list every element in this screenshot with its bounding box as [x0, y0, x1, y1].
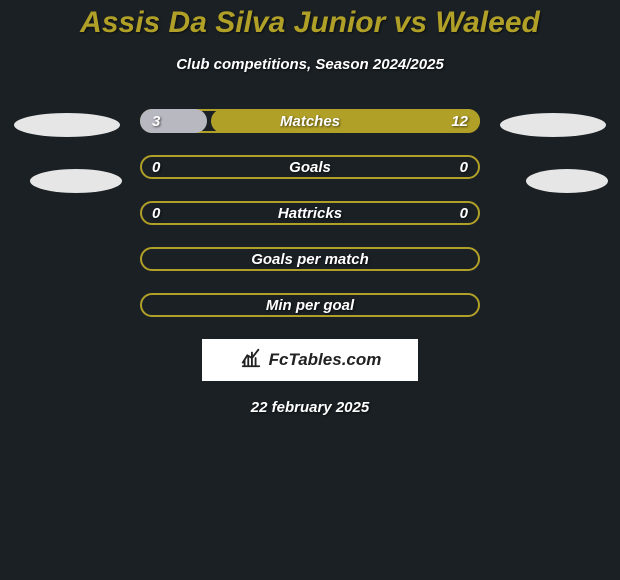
stat-label: Goals per match — [251, 251, 369, 268]
date-text: 22 february 2025 — [251, 399, 369, 416]
player2-badge-col — [498, 109, 608, 193]
branding-badge: FcTables.com — [202, 339, 418, 381]
stat-bar: 3 12 Matches — [140, 109, 480, 133]
stat-bar: Min per goal — [140, 293, 480, 317]
stat-bar: Goals per match — [140, 247, 480, 271]
subtitle: Club competitions, Season 2024/2025 — [176, 56, 444, 73]
stat-value-left: 0 — [152, 205, 160, 222]
stat-fill-left — [140, 109, 207, 133]
page-title: Assis Da Silva Junior vs Waleed — [80, 6, 540, 40]
stat-fill-right — [211, 109, 480, 133]
stat-value-right: 0 — [460, 159, 468, 176]
stat-label: Min per goal — [266, 297, 354, 314]
stat-value-right: 0 — [460, 205, 468, 222]
branding-text: FcTables.com — [269, 350, 382, 370]
player2-avatar — [500, 113, 606, 137]
stat-value-right: 12 — [451, 113, 468, 130]
comparison-card: Assis Da Silva Junior vs Waleed Club com… — [0, 0, 620, 416]
stat-bars: 3 12 Matches 0 0 Goals 0 0 Hattricks Goals per ma… — [140, 109, 480, 317]
stat-bar: 0 0 Goals — [140, 155, 480, 179]
stat-bar: 0 0 Hattricks — [140, 201, 480, 225]
stat-value-left: 0 — [152, 159, 160, 176]
stats-area: 3 12 Matches 0 0 Goals 0 0 Hattricks Goals per ma… — [0, 109, 620, 317]
player1-club-badge — [30, 169, 122, 193]
player1-avatar — [14, 113, 120, 137]
stat-value-left: 3 — [152, 113, 160, 130]
stat-label: Hattricks — [278, 205, 342, 222]
player1-badge-col — [12, 109, 122, 193]
chart-icon — [239, 347, 263, 374]
player2-club-badge — [526, 169, 608, 193]
stat-label: Goals — [289, 159, 331, 176]
stat-label: Matches — [280, 113, 340, 130]
